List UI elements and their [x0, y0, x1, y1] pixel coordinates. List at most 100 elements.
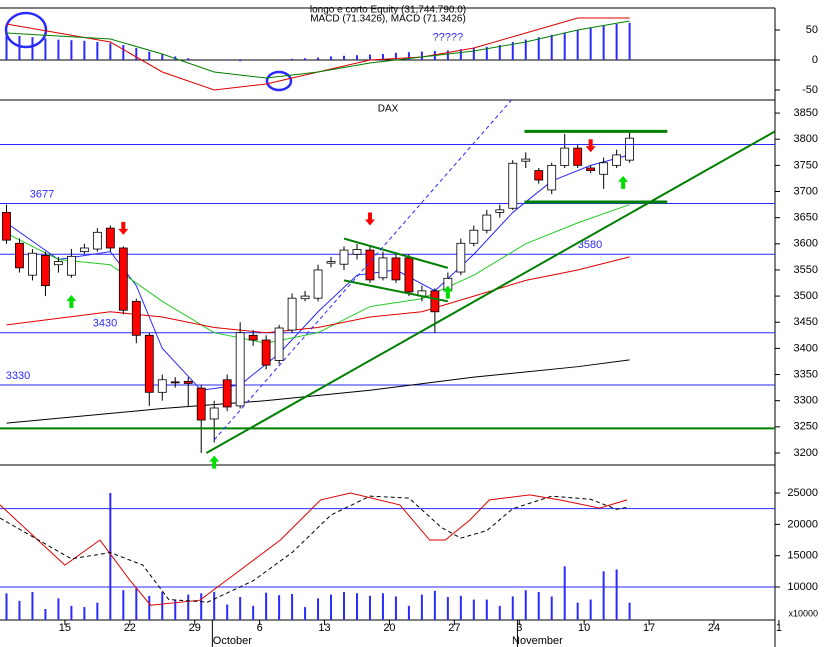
x-tick-label: 17	[643, 622, 655, 634]
x-tick-label: 3	[516, 622, 522, 634]
indicator-line	[6, 20, 630, 79]
panel-subtitle: MACD (71.3426), MACD (71.3426)	[310, 14, 466, 25]
month-label: October	[213, 635, 252, 647]
candle-body	[430, 290, 440, 313]
y-tick-label: 3250	[794, 421, 818, 433]
candle-body	[105, 227, 115, 249]
y-tick-label: 10000	[787, 581, 818, 593]
candle-body	[300, 295, 310, 300]
y-tick-label: 3350	[794, 368, 818, 380]
candle-body	[118, 247, 128, 311]
candle-body	[469, 229, 479, 244]
candle-body	[391, 257, 401, 281]
y-tick-label: 3500	[794, 290, 818, 302]
y-tick-label: 3700	[794, 185, 818, 197]
candle-body	[235, 332, 245, 407]
y-tick-label: 3600	[794, 238, 818, 250]
candle-body	[573, 147, 583, 166]
candle-body	[378, 257, 388, 279]
x-tick-label: 22	[124, 622, 136, 634]
month-label: November	[512, 635, 563, 647]
signal-arrow	[442, 285, 453, 299]
y-tick-label: 25000	[787, 487, 818, 499]
candle-body	[2, 212, 11, 241]
x-tick-label: 20	[383, 622, 395, 634]
y-tick-label: 3200	[794, 447, 818, 459]
highlight-circle	[265, 70, 293, 92]
signal-arrow	[66, 295, 77, 309]
y-tick-label: 3400	[794, 342, 818, 354]
candle-body	[66, 255, 76, 276]
trend-line	[205, 130, 776, 454]
candle-body	[79, 247, 89, 253]
candle-body	[339, 249, 349, 265]
x-tick-label: 29	[189, 622, 201, 634]
signal-arrow	[585, 139, 596, 153]
candle-body	[586, 167, 596, 171]
x-tick-label: 6	[257, 622, 263, 634]
candle-body	[41, 254, 50, 287]
candle-body	[456, 242, 466, 273]
level-label: 3330	[6, 370, 30, 382]
trend-line	[213, 99, 512, 441]
indicator-line	[0, 492, 628, 606]
x-tick-label: 13	[318, 622, 330, 634]
indicator-line	[0, 495, 630, 603]
highlight-circle	[4, 11, 48, 49]
signal-arrow	[118, 221, 129, 235]
y-tick-label: 3850	[794, 107, 818, 119]
signal-arrow	[364, 212, 375, 226]
panel-title: longo e corto Equity (31,744.790.0)	[310, 5, 466, 16]
candle-body	[547, 164, 557, 191]
candle-body	[313, 269, 323, 299]
candle-body	[248, 334, 258, 341]
candle-body	[15, 242, 24, 269]
y-tick-label: 3800	[794, 133, 818, 145]
candle-body	[92, 231, 102, 250]
candle-body	[183, 380, 193, 384]
candle-body	[508, 162, 518, 209]
y-unit: x10000	[788, 608, 818, 618]
candle-body	[28, 252, 37, 276]
indicator-line	[6, 204, 630, 344]
indicator-line	[6, 359, 630, 424]
y-tick-label: -50	[802, 84, 818, 96]
level-label: 3677	[30, 188, 54, 200]
candle-body	[612, 154, 622, 166]
candle-body	[144, 334, 154, 393]
candle-body	[222, 379, 232, 408]
candle-body	[625, 137, 635, 161]
candle-body	[560, 147, 570, 166]
x-tick-label: 27	[448, 622, 460, 634]
x-tick-label: 24	[708, 622, 720, 634]
candle-body	[287, 297, 297, 331]
annotation: ?????	[433, 32, 464, 44]
candle-body	[599, 162, 609, 175]
candle-body	[196, 387, 206, 421]
y-tick-label: 15000	[787, 550, 818, 562]
trend-line	[343, 279, 449, 303]
level-label: 3430	[93, 318, 117, 330]
candle-body	[534, 170, 544, 181]
candle-body	[495, 209, 505, 213]
candle-body	[157, 379, 167, 393]
x-tick-label: 10	[578, 622, 590, 634]
candle-body	[365, 249, 375, 281]
y-tick-label: 20000	[787, 518, 818, 530]
y-tick-label: 3550	[794, 264, 818, 276]
trend-line	[343, 237, 449, 269]
y-tick-label: 3750	[794, 159, 818, 171]
candle-body	[326, 261, 336, 264]
candle-body	[209, 407, 219, 420]
candle-body	[261, 339, 271, 366]
y-tick-label: 50	[806, 24, 818, 36]
candle-body	[482, 214, 492, 231]
candle-body	[521, 158, 531, 162]
candle-body	[352, 249, 362, 255]
panel-title: DAX	[378, 104, 399, 115]
candle-body	[131, 300, 141, 336]
candle-body	[404, 257, 414, 293]
